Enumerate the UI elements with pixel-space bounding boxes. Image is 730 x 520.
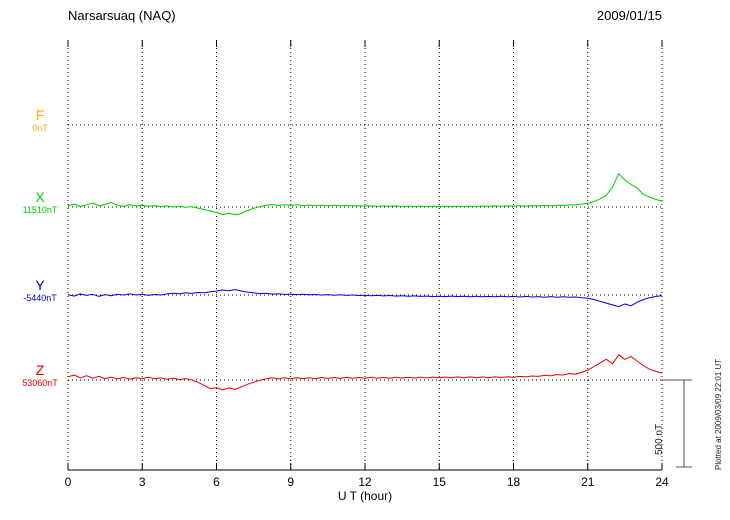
series-label-Y: Y -5440nT (10, 278, 70, 304)
plotted-at-note: Plotted at 2009/03/09 22:01 UT (714, 358, 723, 470)
series-name-F: F (35, 107, 45, 123)
scalebar-label: 500 nT (654, 423, 665, 455)
x-tick-label: 6 (213, 475, 220, 489)
series-baseline-F: 0nT (32, 123, 48, 133)
x-tick-label: 9 (287, 475, 294, 489)
plot-date: 2009/01/15 (596, 8, 662, 23)
trace-Y (67, 289, 663, 308)
x-tick-label: 18 (507, 475, 521, 489)
x-tick-label: 12 (358, 475, 372, 489)
x-axis-label: U T (hour) (337, 489, 393, 503)
series-label-X: X 11510nT (10, 190, 70, 216)
trace-X (67, 173, 663, 216)
series-baseline-Y: -5440nT (23, 293, 57, 303)
x-tick-label: 15 (433, 475, 447, 489)
series-name-Z: Z (35, 362, 45, 378)
x-tick-label: 3 (139, 475, 146, 489)
series-label-F: F 0nT (10, 108, 70, 134)
x-tick-label: 21 (581, 475, 595, 489)
series-name-X: X (35, 189, 45, 205)
series-baseline-X: 11510nT (22, 205, 58, 215)
series-baseline-Z: 53060nT (22, 378, 58, 388)
x-tick-label: 24 (655, 475, 669, 489)
trace-Z (67, 354, 663, 391)
series-name-Y: Y (35, 277, 45, 293)
series-label-Z: Z 53060nT (10, 363, 70, 389)
station-title: Narsarsuaq (NAQ) (68, 8, 176, 23)
x-tick-label: 0 (65, 475, 72, 489)
